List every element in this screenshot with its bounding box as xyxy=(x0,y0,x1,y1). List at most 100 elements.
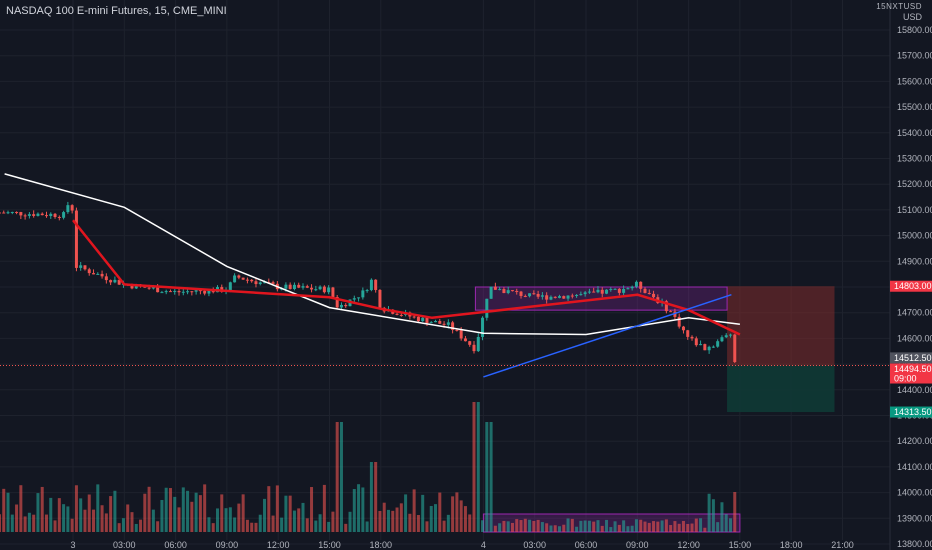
volume-bar xyxy=(429,505,433,532)
candle-down xyxy=(245,279,249,281)
volume-bar xyxy=(40,486,44,532)
volume-bar xyxy=(647,522,651,532)
volume-bar xyxy=(339,422,343,532)
volume-bar xyxy=(699,518,703,532)
volume-bar xyxy=(404,494,408,532)
candle-up xyxy=(258,282,262,285)
volume-bar xyxy=(228,507,232,532)
candle-up xyxy=(724,335,728,338)
x-tick-label: 09:00 xyxy=(216,540,239,550)
candle-down xyxy=(147,287,151,289)
candle-up xyxy=(284,284,288,289)
volume-bar xyxy=(190,501,194,532)
volume-bar xyxy=(258,514,262,532)
y-tick-label: 14900.00 xyxy=(897,256,932,266)
volume-bar xyxy=(374,462,378,532)
volume-bar xyxy=(489,422,493,532)
volume-bar xyxy=(553,525,557,532)
candle-down xyxy=(168,291,172,293)
candle-down xyxy=(156,287,160,293)
candle-down xyxy=(686,330,690,337)
candle-up xyxy=(292,284,296,290)
volume-bar xyxy=(605,519,609,532)
volume-bar xyxy=(215,508,219,532)
candle-up xyxy=(10,211,14,213)
volume-bar xyxy=(344,523,348,532)
volume-bar xyxy=(596,520,600,532)
candle-down xyxy=(23,215,27,217)
volume-bar xyxy=(151,509,155,532)
candle-down xyxy=(53,213,57,218)
candle-down xyxy=(416,316,420,322)
candle-down xyxy=(669,311,673,313)
volume-bar xyxy=(592,521,596,532)
candle-up xyxy=(489,286,493,299)
candle-up xyxy=(233,275,237,283)
candle-down xyxy=(459,330,463,339)
volume-bar xyxy=(160,499,164,532)
grid xyxy=(0,0,890,545)
sma-line xyxy=(4,173,740,336)
volume-bar xyxy=(361,487,365,532)
volume-bar xyxy=(181,487,185,532)
candle-up xyxy=(622,288,626,293)
volume-bar xyxy=(485,422,489,532)
candle-down xyxy=(493,286,497,290)
volume-bar xyxy=(275,485,279,532)
candle-down xyxy=(472,344,476,352)
volume-bar xyxy=(164,487,168,532)
volume-bar xyxy=(331,511,335,532)
volume-bar xyxy=(49,497,53,532)
volume-bar xyxy=(416,515,420,532)
volume-bar xyxy=(412,489,416,532)
symbol-code: 15NXTUSD xyxy=(876,2,922,11)
volume-bar xyxy=(284,495,288,532)
volume-bar xyxy=(506,521,510,532)
candle-up xyxy=(357,297,361,299)
y-tick-label: 14600.00 xyxy=(897,333,932,343)
volume-bar xyxy=(532,520,536,532)
volume-bar xyxy=(83,509,87,532)
volume-bar xyxy=(66,506,70,532)
volume-bar xyxy=(669,525,673,532)
candle-down xyxy=(639,281,643,289)
candle-up xyxy=(707,346,711,351)
volume-bar xyxy=(463,506,467,532)
volume-bar xyxy=(587,520,591,532)
volume-bar xyxy=(634,519,638,532)
candle-up xyxy=(587,291,591,293)
volume-bar xyxy=(194,492,198,532)
y-tick-label: 15600.00 xyxy=(897,76,932,86)
volume-bar xyxy=(301,502,305,532)
candle-up xyxy=(476,336,480,352)
candle-up xyxy=(605,289,609,294)
volume-bar xyxy=(626,526,630,532)
volume-bar xyxy=(369,462,373,532)
candle-down xyxy=(32,214,36,216)
volume-bar xyxy=(263,498,267,532)
x-tick-label: 03:00 xyxy=(523,540,546,550)
candle-down xyxy=(438,321,442,324)
candle-down xyxy=(510,290,514,292)
volume-bars xyxy=(0,402,737,532)
candle-up xyxy=(6,212,10,214)
candle-down xyxy=(451,322,455,330)
volume-bar xyxy=(733,492,737,532)
volume-bar xyxy=(617,524,621,532)
candle-up xyxy=(352,298,356,300)
candle-down xyxy=(117,279,121,285)
candle-down xyxy=(83,265,87,270)
x-tick-label: 3 xyxy=(70,540,75,550)
candle-down xyxy=(374,279,378,290)
candle-down xyxy=(44,215,48,217)
candle-down xyxy=(92,273,96,275)
volume-bar xyxy=(104,513,108,532)
candle-up xyxy=(630,286,634,289)
symbol-title[interactable]: NASDAQ 100 E-mini Futures, 15, CME_MINI xyxy=(6,5,227,17)
candle-down xyxy=(190,291,194,293)
candle-down xyxy=(109,280,113,283)
volume-bar xyxy=(562,524,566,532)
candle-down xyxy=(70,205,74,211)
candle-up xyxy=(186,291,190,293)
